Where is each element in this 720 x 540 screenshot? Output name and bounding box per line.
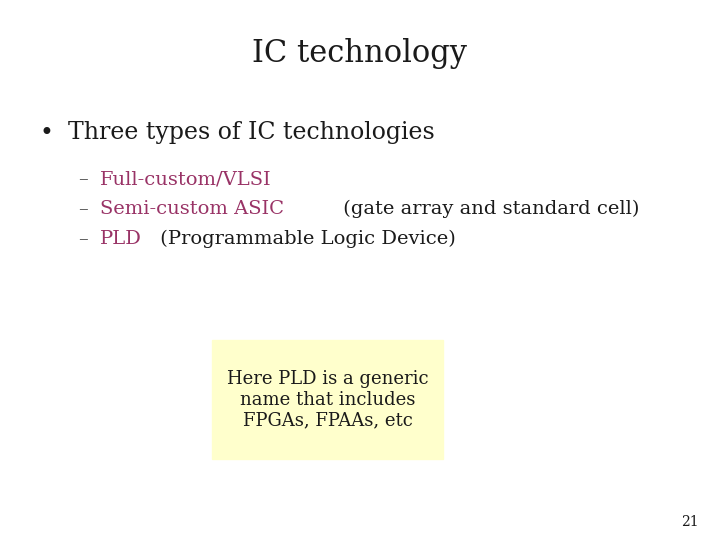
Text: –: – <box>79 230 95 247</box>
Text: 21: 21 <box>681 515 698 529</box>
Text: Full-custom/VLSI: Full-custom/VLSI <box>100 170 271 188</box>
Text: –: – <box>79 170 95 188</box>
Text: IC technology: IC technology <box>253 38 467 69</box>
Text: PLD: PLD <box>100 230 142 247</box>
Text: Semi-custom ASIC: Semi-custom ASIC <box>100 200 284 218</box>
Text: –: – <box>79 200 95 218</box>
Text: •: • <box>40 122 53 145</box>
Text: (Programmable Logic Device): (Programmable Logic Device) <box>154 230 456 248</box>
Text: Three types of IC technologies: Three types of IC technologies <box>68 122 435 145</box>
Text: (gate array and standard cell): (gate array and standard cell) <box>337 200 639 218</box>
Text: Here PLD is a generic
name that includes
FPGAs, FPAAs, etc: Here PLD is a generic name that includes… <box>227 370 428 429</box>
